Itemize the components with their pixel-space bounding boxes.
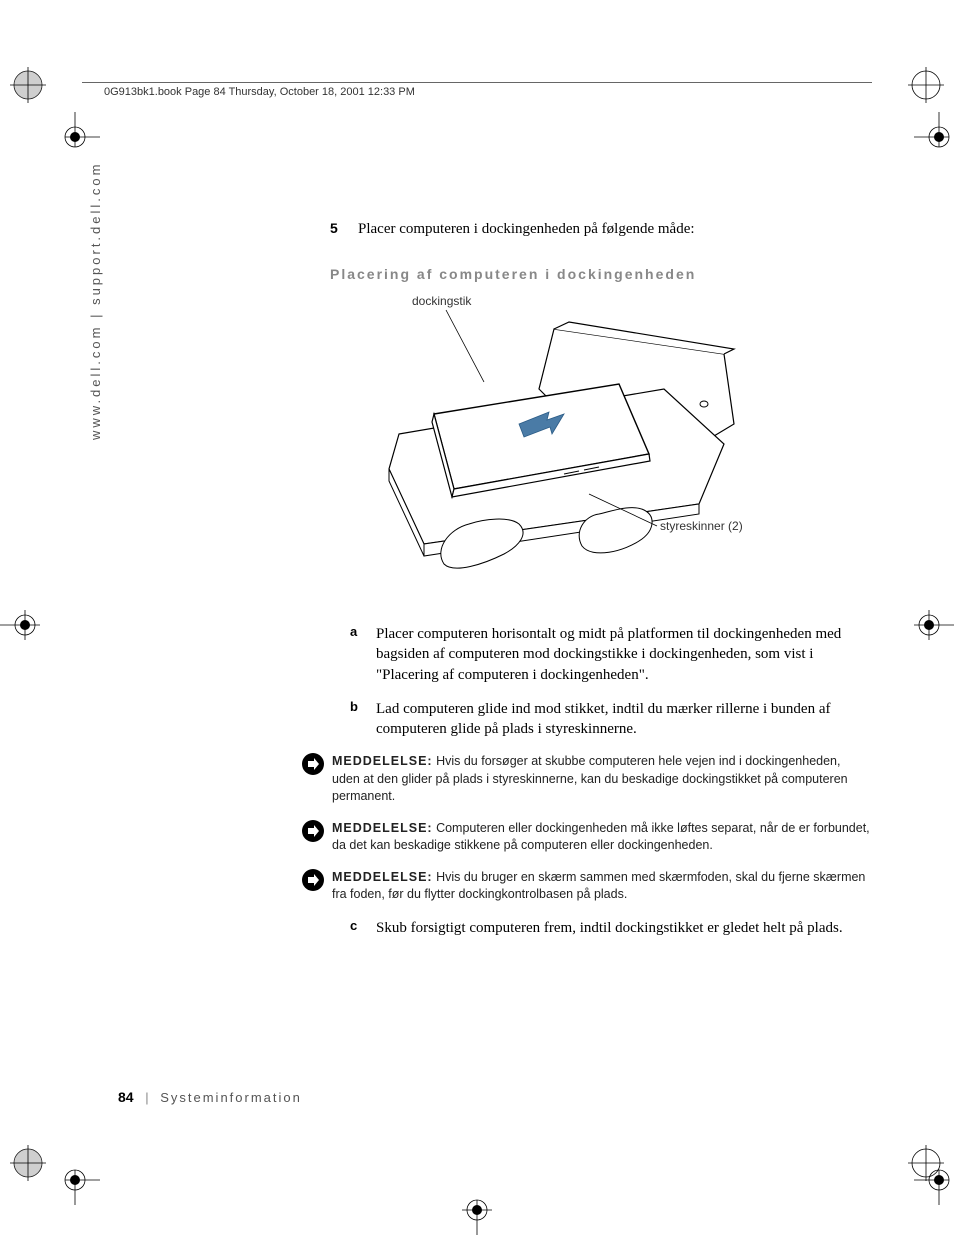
substep-c: c Skub forsigtigt computeren frem, indti… [350,918,870,938]
notice-arrow-icon [302,753,324,775]
footer-separator: | [145,1090,148,1105]
header-rule [82,82,872,83]
substep-text: Placer computeren horisontalt og midt på… [376,624,870,685]
notice-1: MEDDELELSE: Hvis du forsøger at skubbe c… [302,753,870,806]
figure-label-top: dockingstik [412,294,471,308]
section-heading: Placering af computeren i dockingenheden [330,266,870,282]
notice-label: MEDDELELSE: [332,821,433,835]
crop-mark-mr [904,600,954,650]
notice-arrow-icon [302,820,324,842]
footer-section-name: Systeminformation [160,1090,302,1105]
crop-mark-tl [50,112,100,162]
page-content: 5 Placer computeren i dockingenheden på … [330,220,870,952]
header-text: 0G913bk1.book Page 84 Thursday, October … [104,86,415,98]
crop-mark-ml [0,600,50,650]
step-number: 5 [330,220,354,236]
notice-arrow-icon [302,869,324,891]
side-url: www.dell.com | support.dell.com [88,162,103,440]
substep-letter: a [350,624,376,685]
substep-a: a Placer computeren horisontalt og midt … [350,624,870,685]
substep-letter: c [350,918,376,938]
step-text: Placer computeren i dockingenheden på fø… [358,221,695,237]
step-5: 5 Placer computeren i dockingenheden på … [330,220,870,238]
print-mark-bottom-left [8,1143,48,1183]
page-footer: 84 | Systeminformation [118,1089,302,1105]
footer-page-number: 84 [118,1089,134,1105]
crop-mark-bm [452,1185,502,1235]
notice-body: MEDDELELSE: Hvis du bruger en skærm samm… [332,869,870,904]
notice-body: MEDDELELSE: Hvis du forsøger at skubbe c… [332,753,870,806]
docking-figure: dockingstik styres [354,294,814,584]
crop-mark-bl [50,1155,100,1205]
docking-illustration [354,294,814,584]
crop-mark-br [914,1155,954,1205]
substep-text: Lad computeren glide ind mod stikket, in… [376,699,870,740]
notice-3: MEDDELELSE: Hvis du bruger en skærm samm… [302,869,870,904]
notice-label: MEDDELELSE: [332,754,433,768]
notice-label: MEDDELELSE: [332,870,433,884]
substep-text: Skub forsigtigt computeren frem, indtil … [376,918,843,938]
substep-b: b Lad computeren glide ind mod stikket, … [350,699,870,740]
figure-label-right: styreskinner (2) [660,519,743,533]
substep-letter: b [350,699,376,740]
notice-body: MEDDELELSE: Computeren eller dockingenhe… [332,820,870,855]
print-mark-top-left [8,65,48,105]
crop-mark-tr [914,112,954,162]
notice-2: MEDDELELSE: Computeren eller dockingenhe… [302,820,870,855]
print-mark-top-right [906,65,946,105]
